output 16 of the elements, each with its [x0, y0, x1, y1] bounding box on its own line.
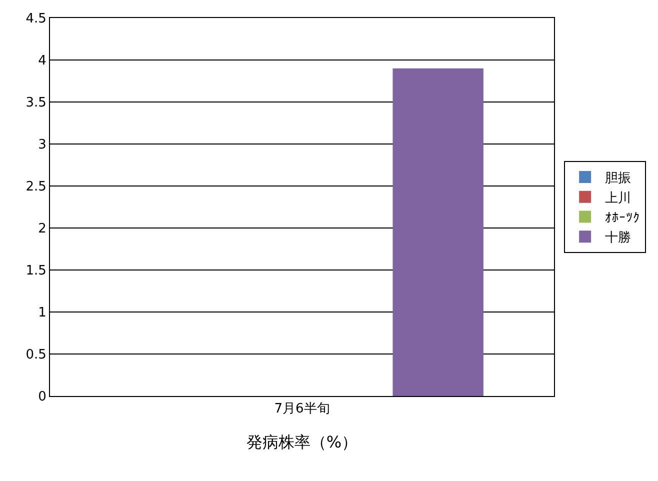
y-tick-label: 2 [38, 222, 46, 237]
y-tick-label: 1 [38, 306, 46, 321]
legend-label: 十勝 [605, 230, 632, 246]
y-tick-label: 3.5 [26, 96, 46, 111]
x-tick-label: 7月6半旬 [274, 402, 330, 417]
y-tick-label: 0 [38, 390, 46, 405]
y-tick-label: 2.5 [26, 180, 46, 195]
x-axis-title: 発病株率（%） [246, 432, 358, 452]
y-tick-label: 0.5 [26, 348, 46, 363]
y-tick-label: 4.5 [26, 12, 46, 27]
y-tick-label: 4 [38, 54, 46, 69]
y-tick-label: 3 [38, 138, 46, 153]
y-tick-label: 1.5 [26, 264, 46, 279]
legend-label: ｵﾎｰﾂｸ [605, 210, 640, 226]
legend-label: 上川 [605, 190, 632, 206]
legend-label: 胆振 [605, 171, 632, 186]
